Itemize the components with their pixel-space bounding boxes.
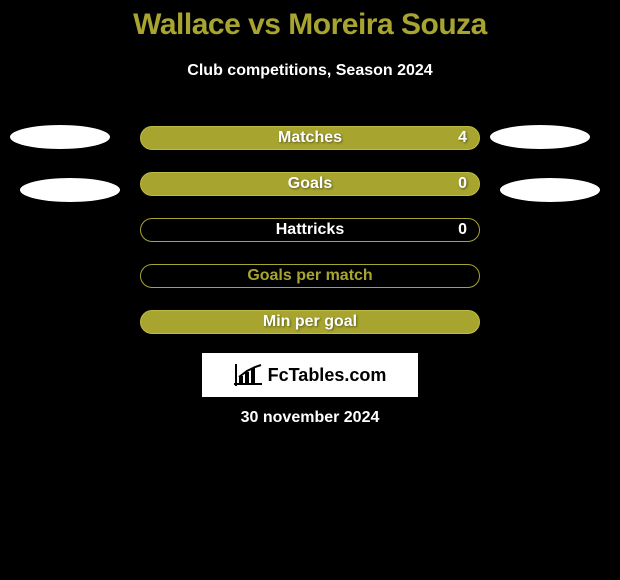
stat-row: Matches4 [140, 126, 480, 150]
page-title: Wallace vs Moreira Souza [0, 8, 620, 42]
stat-value: 0 [458, 219, 467, 241]
stat-pill: Hattricks0 [140, 218, 480, 242]
stat-label: Min per goal [141, 311, 479, 333]
stat-pill: Goals0 [140, 172, 480, 196]
stat-value: 0 [458, 173, 467, 195]
stat-row: Goals per match [140, 264, 480, 288]
stat-row: Hattricks0 [140, 218, 480, 242]
player-ellipse-right-3 [500, 178, 600, 202]
stat-value: 4 [458, 127, 467, 149]
bar-chart-icon [234, 364, 262, 386]
stat-label: Goals per match [141, 265, 479, 287]
stat-label: Matches [141, 127, 479, 149]
stat-label: Goals [141, 173, 479, 195]
player-ellipse-left-0 [10, 125, 110, 149]
stat-row: Min per goal [140, 310, 480, 334]
stat-row: Goals0 [140, 172, 480, 196]
stat-pill: Min per goal [140, 310, 480, 334]
logo-text: FcTables.com [268, 365, 387, 386]
player-ellipse-left-2 [20, 178, 120, 202]
stat-label: Hattricks [141, 219, 479, 241]
logo-badge: FcTables.com [202, 353, 418, 397]
infographic-canvas: Wallace vs Moreira Souza Club competitio… [0, 0, 620, 580]
stat-pill: Goals per match [140, 264, 480, 288]
footer-date: 30 november 2024 [0, 409, 620, 427]
subtitle: Club competitions, Season 2024 [0, 62, 620, 80]
player-ellipse-right-1 [490, 125, 590, 149]
stat-pill: Matches4 [140, 126, 480, 150]
